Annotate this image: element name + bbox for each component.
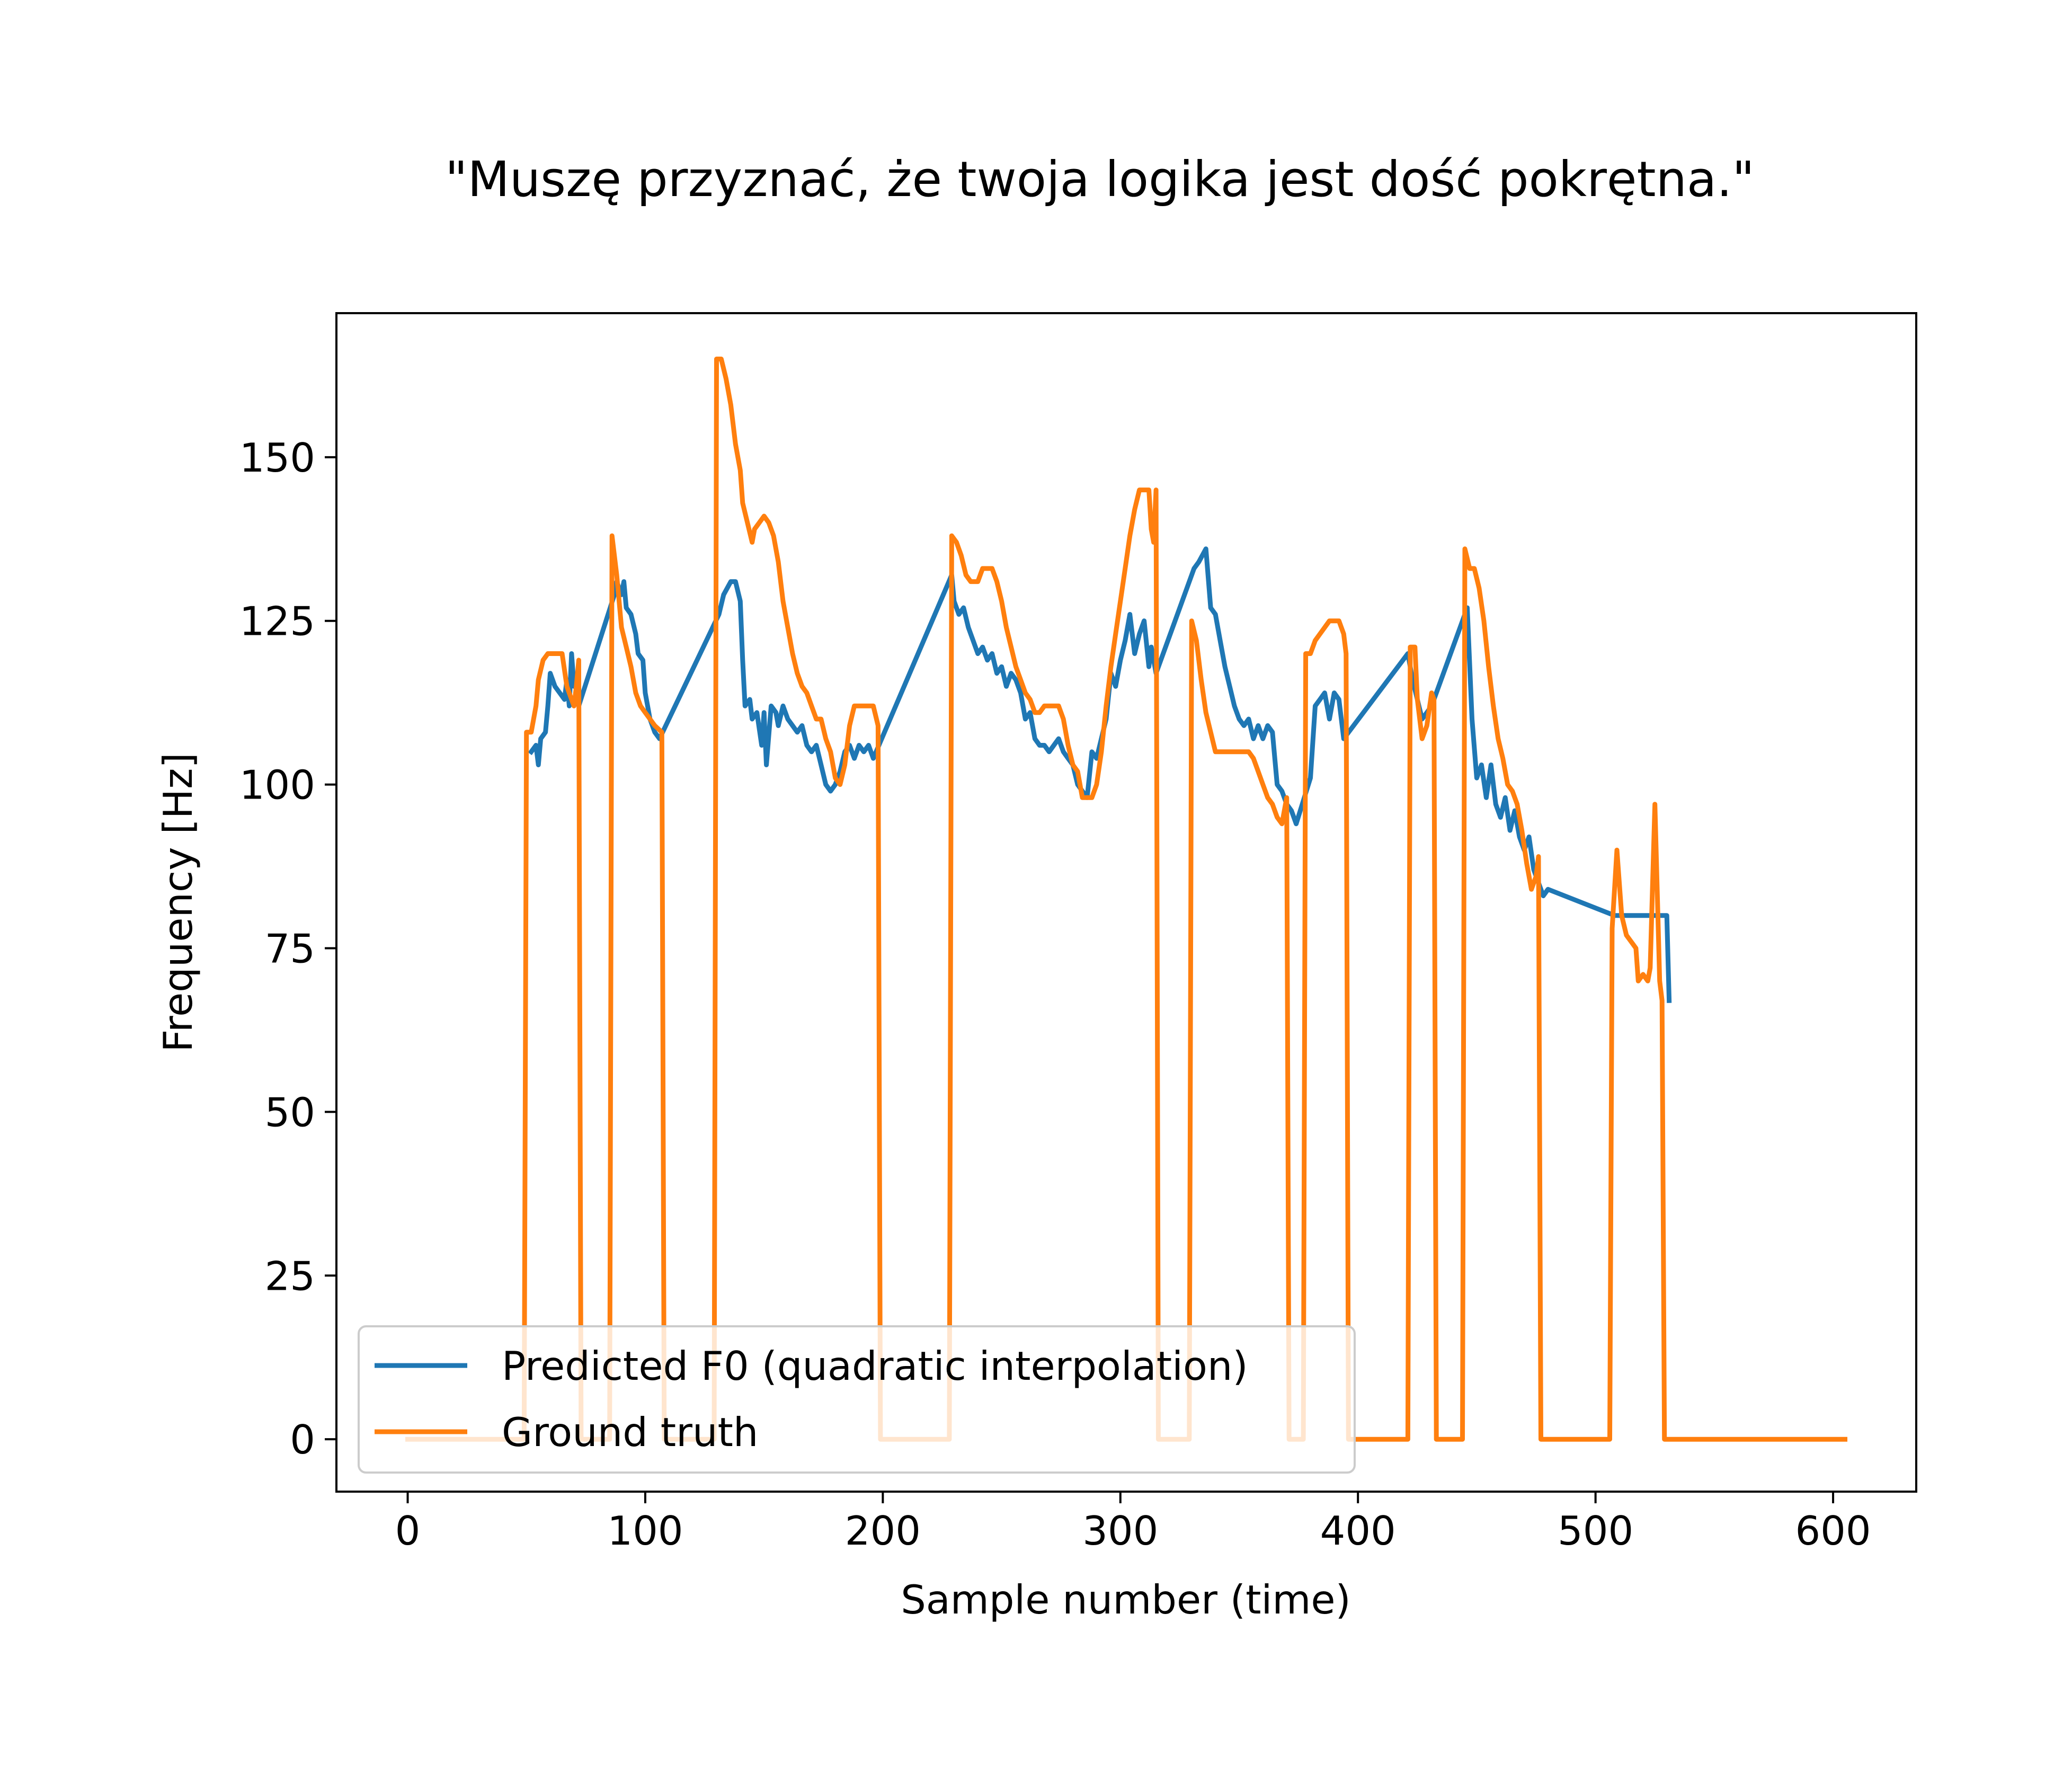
legend-label-2: Ground truth xyxy=(502,1409,758,1456)
y-tick-label: 150 xyxy=(239,435,315,481)
legend-label-1: Predicted F0 (quadratic interpolation) xyxy=(502,1343,1248,1389)
x-tick-label: 600 xyxy=(1795,1508,1871,1554)
x-tick-label: 100 xyxy=(607,1508,683,1554)
x-tick-label: 0 xyxy=(395,1508,421,1554)
series-line-1 xyxy=(528,546,1672,1003)
x-tick-label: 200 xyxy=(845,1508,921,1554)
y-tick-label: 100 xyxy=(239,762,315,809)
x-tick-label: 500 xyxy=(1558,1508,1633,1554)
legend-box xyxy=(358,1325,1356,1474)
series-line-2 xyxy=(405,357,1847,1442)
x-tick-label: 300 xyxy=(1082,1508,1158,1554)
y-axis-label: Frequency [Hz] xyxy=(155,752,201,1052)
y-tick-label: 25 xyxy=(265,1253,315,1299)
x-axis-label: Sample number (time) xyxy=(901,1576,1351,1623)
axes-frame xyxy=(335,312,1917,1493)
y-tick-label: 50 xyxy=(265,1089,315,1136)
y-tick-label: 125 xyxy=(239,598,315,645)
y-tick-label: 0 xyxy=(290,1416,315,1463)
x-tick-label: 400 xyxy=(1320,1508,1396,1554)
y-tick-label: 75 xyxy=(265,925,315,972)
plot-area: 0 100 200 300 400 500 600 0 25 50 75 100 125 150 Predi… xyxy=(239,312,1917,1554)
chart-title: "Muszę przyznać, że twoja logika jest do… xyxy=(445,151,1755,208)
